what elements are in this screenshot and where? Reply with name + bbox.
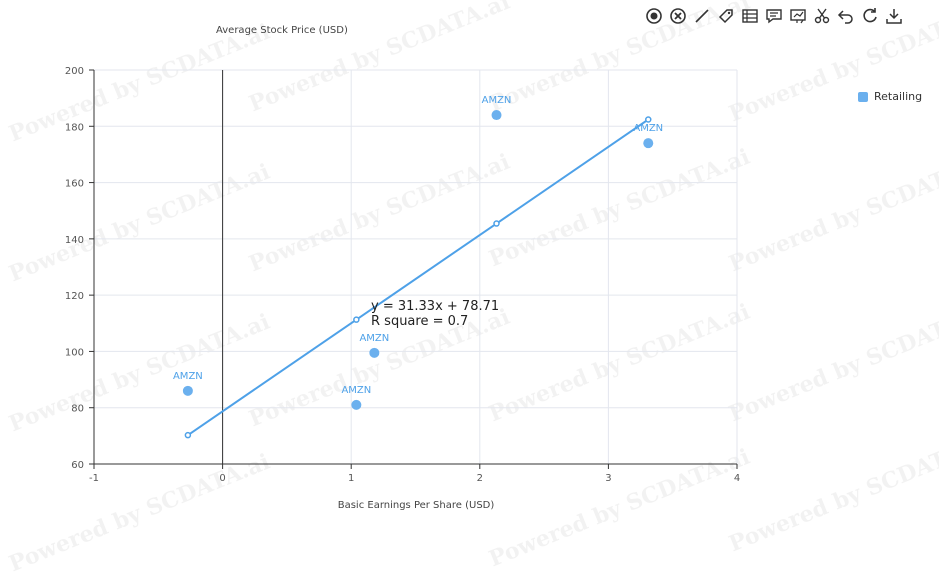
trendline-vertex xyxy=(353,316,360,323)
data-point[interactable] xyxy=(491,110,502,121)
data-view-button[interactable] xyxy=(740,6,760,26)
mark-point-button[interactable] xyxy=(644,6,664,26)
tag-icon xyxy=(718,9,733,24)
x-tick-label: 0 xyxy=(219,473,225,484)
axes: 60 80 100 120 140 160 180 200 -1 0 1 2 3 4 xyxy=(65,66,740,484)
x-tick-label: -1 xyxy=(89,473,99,484)
y-tick-label: 180 xyxy=(65,122,84,133)
download-icon xyxy=(886,9,902,24)
data-point[interactable] xyxy=(369,347,380,358)
draw-line-icon xyxy=(695,9,709,23)
trendline-vertex xyxy=(645,116,652,123)
cut-icon xyxy=(814,8,830,24)
x-tick-label: 4 xyxy=(734,473,740,484)
clear-mark-icon xyxy=(670,8,686,24)
x-tick-label: 2 xyxy=(477,473,483,484)
undo-icon xyxy=(837,10,853,24)
y-tick-label: 140 xyxy=(65,235,84,246)
trendline xyxy=(184,116,652,439)
comment-button[interactable] xyxy=(764,6,784,26)
data-label: AMZN xyxy=(173,371,203,382)
x-axis-label: Basic Earnings Per Share (USD) xyxy=(338,500,495,511)
legend-label: Retailing xyxy=(874,90,923,103)
refresh-button[interactable] xyxy=(860,6,880,26)
draw-line-button[interactable] xyxy=(692,6,712,26)
trendline-vertex xyxy=(184,431,192,439)
x-tick-label: 1 xyxy=(348,473,354,484)
trendline-r-squared: R square = 0.7 xyxy=(371,314,468,329)
data-label: AMZN xyxy=(341,385,371,396)
y-tick-label: 60 xyxy=(71,460,84,471)
trendline-vertex xyxy=(493,220,500,227)
x-tick-label: 3 xyxy=(605,473,611,484)
data-point[interactable] xyxy=(351,399,362,410)
download-button[interactable] xyxy=(884,6,904,26)
y-tick-label: 100 xyxy=(65,347,84,358)
tag-button[interactable] xyxy=(716,6,736,26)
chart-toolbar xyxy=(644,6,904,26)
data-label: AMZN xyxy=(482,95,512,106)
data-point[interactable] xyxy=(643,138,654,149)
trendline-equation: y = 31.33x + 78.71 xyxy=(371,299,499,314)
cut-button[interactable] xyxy=(812,6,832,26)
y-tick-label: 160 xyxy=(65,179,84,190)
data-point[interactable] xyxy=(182,385,193,396)
undo-button[interactable] xyxy=(836,6,856,26)
data-label: AMZN xyxy=(359,333,389,344)
refresh-icon xyxy=(863,8,877,23)
data-label: AMZN xyxy=(633,123,663,134)
y-tick-label: 80 xyxy=(71,404,84,415)
legend[interactable]: Retailing xyxy=(858,90,922,103)
y-tick-label: 200 xyxy=(65,66,84,77)
data-view-icon xyxy=(742,9,758,23)
chart-type-icon xyxy=(790,9,806,24)
y-tick-label: 120 xyxy=(65,291,84,302)
mark-point-icon xyxy=(646,8,662,24)
comment-icon xyxy=(766,9,782,24)
series-points: AMZN AMZN AMZN AMZN AMZN xyxy=(173,95,663,410)
chart-type-button[interactable] xyxy=(788,6,808,26)
trendline-path xyxy=(187,118,649,436)
clear-mark-button[interactable] xyxy=(668,6,688,26)
y-axis-label: Average Stock Price (USD) xyxy=(216,25,348,36)
legend-swatch xyxy=(858,91,868,102)
